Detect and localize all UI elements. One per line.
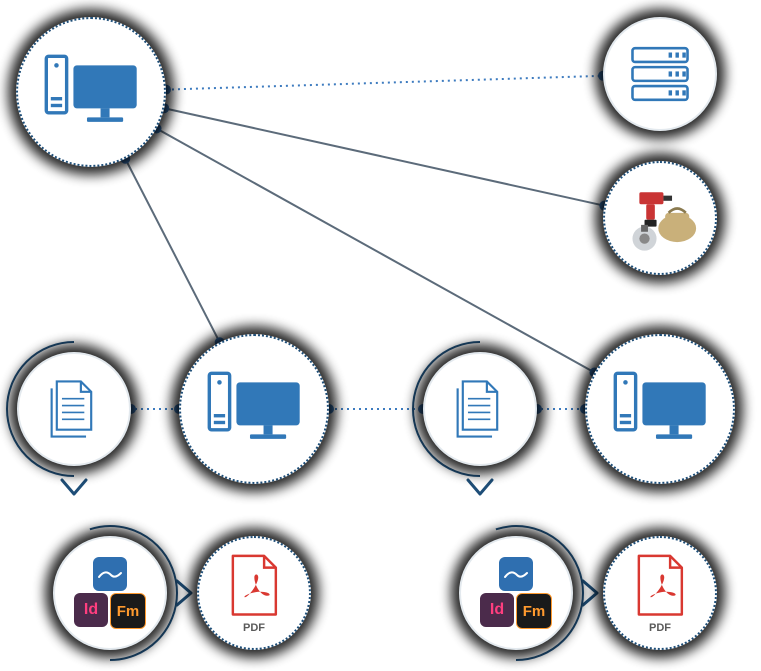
node-face [17,352,131,466]
tools-photo [603,161,717,275]
documents-icon [31,366,117,452]
flow-chevron [468,480,492,494]
server-stack [603,17,717,131]
app-tile-top [499,557,533,591]
workstation-left [179,334,329,484]
node-dotted-border [16,17,166,167]
node-dotted-border [603,161,717,275]
node-face [423,352,537,466]
apps-icons: Id Fm [74,557,146,629]
node-dotted-border [585,334,735,484]
documents-icon [437,366,523,452]
app-tile-id: Id [74,593,108,627]
node-dotted-border [197,536,311,650]
apps-left: Id Fm [53,536,167,650]
app-tile-fm: Fm [516,593,552,629]
edge-workstation_main-tools_photo [164,108,604,205]
edge-workstation_main-workstation_1 [125,159,219,343]
server-icon [617,31,703,117]
apps-icons: Id Fm [480,557,552,629]
app-tile-id: Id [480,593,514,627]
node-face: Id Fm [459,536,573,650]
documents-left [17,352,131,466]
workstation-main [16,17,166,167]
node-face [603,17,717,131]
app-tile-fm: Fm [110,593,146,629]
app-tile-top [93,557,127,591]
edge-workstation_main-server [166,76,603,90]
documents-right [423,352,537,466]
flow-chevron [62,480,86,494]
apps-right: Id Fm [459,536,573,650]
pdf-right: PDF [603,536,717,650]
app-id-label: Id [490,601,504,619]
pdf-left: PDF [197,536,311,650]
app-fm-label: Fm [523,603,546,620]
node-face: Id Fm [53,536,167,650]
app-fm-label: Fm [117,603,140,620]
node-dotted-border [603,536,717,650]
node-dotted-border [179,334,329,484]
app-id-label: Id [84,601,98,619]
workstation-right [585,334,735,484]
